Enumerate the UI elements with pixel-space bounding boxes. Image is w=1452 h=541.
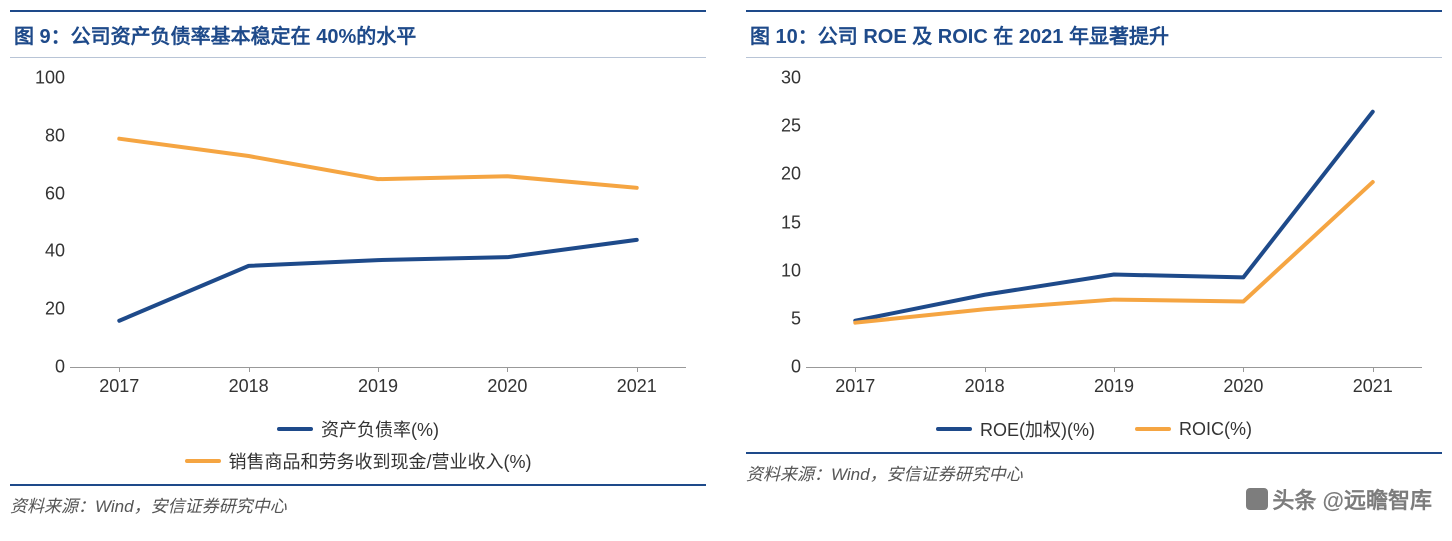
legend-item: 资产负债率(%) xyxy=(277,416,439,442)
source-right: 资料来源：Wind，安信证券研究中心 xyxy=(746,452,1442,485)
y-tick-label: 80 xyxy=(15,125,65,146)
x-tick-label: 2019 xyxy=(358,376,398,397)
source-left: 资料来源：Wind，安信证券研究中心 xyxy=(10,484,706,517)
watermark-icon xyxy=(1246,488,1268,510)
y-tick-label: 10 xyxy=(751,260,801,281)
y-tick-label: 15 xyxy=(751,212,801,233)
watermark: 头条 @远瞻智库 xyxy=(1246,483,1432,515)
y-tick-label: 100 xyxy=(15,68,65,89)
legend-item: ROE(加权)(%) xyxy=(936,416,1095,442)
legend-label: ROIC(%) xyxy=(1179,419,1252,440)
legend-swatch xyxy=(185,459,221,463)
legend-swatch xyxy=(936,427,972,431)
legend-label: 销售商品和劳务收到现金/营业收入(%) xyxy=(229,448,532,474)
legend-right: ROE(加权)(%) ROIC(%) xyxy=(746,408,1442,452)
x-tick-label: 2020 xyxy=(487,376,527,397)
chart-title-right: 图 10：公司 ROE 及 ROIC 在 2021 年显著提升 xyxy=(746,10,1442,58)
legend-swatch xyxy=(1135,427,1171,431)
legend-left: 资产负债率(%) 销售商品和劳务收到现金/营业收入(%) xyxy=(10,408,706,484)
chart-left: 0 20 40 60 80 100 2017 2018 2019 2020 2021 资产负债率(%… xyxy=(10,58,706,484)
y-tick-label: 25 xyxy=(751,116,801,137)
y-tick-label: 40 xyxy=(15,241,65,262)
line-chart-right xyxy=(806,78,1422,367)
chart-title-left: 图 9：公司资产负债率基本稳定在 40%的水平 xyxy=(10,10,706,58)
legend-item: 销售商品和劳务收到现金/营业收入(%) xyxy=(185,448,532,474)
x-tick-label: 2018 xyxy=(229,376,269,397)
legend-label: ROE(加权)(%) xyxy=(980,416,1095,442)
series-line xyxy=(855,182,1372,323)
line-chart-left xyxy=(70,78,686,367)
x-tick-label: 2020 xyxy=(1223,376,1263,397)
panel-left: 图 9：公司资产负债率基本稳定在 40%的水平 0 20 40 60 80 100 2017… xyxy=(10,10,706,517)
y-tick-label: 20 xyxy=(15,299,65,320)
series-line xyxy=(119,139,636,188)
x-tick-label: 2019 xyxy=(1094,376,1134,397)
y-tick-label: 0 xyxy=(15,357,65,378)
y-tick-label: 60 xyxy=(15,183,65,204)
x-tick-label: 2021 xyxy=(1353,376,1393,397)
series-line xyxy=(855,112,1372,321)
legend-item: ROIC(%) xyxy=(1135,419,1252,440)
panel-right: 图 10：公司 ROE 及 ROIC 在 2021 年显著提升 0 5 10 15 20… xyxy=(746,10,1442,517)
x-tick-label: 2018 xyxy=(965,376,1005,397)
y-tick-label: 0 xyxy=(751,357,801,378)
x-tick-label: 2017 xyxy=(835,376,875,397)
series-line xyxy=(119,240,636,321)
chart-right: 0 5 10 15 20 25 30 2017 2018 2019 2020 2021 ROE(加权)… xyxy=(746,58,1442,452)
x-tick-label: 2021 xyxy=(617,376,657,397)
legend-label: 资产负债率(%) xyxy=(321,416,439,442)
watermark-text: 头条 @远瞻智库 xyxy=(1272,483,1432,515)
y-tick-label: 5 xyxy=(751,308,801,329)
x-tick-label: 2017 xyxy=(99,376,139,397)
legend-swatch xyxy=(277,427,313,431)
y-tick-label: 20 xyxy=(751,164,801,185)
y-tick-label: 30 xyxy=(751,68,801,89)
